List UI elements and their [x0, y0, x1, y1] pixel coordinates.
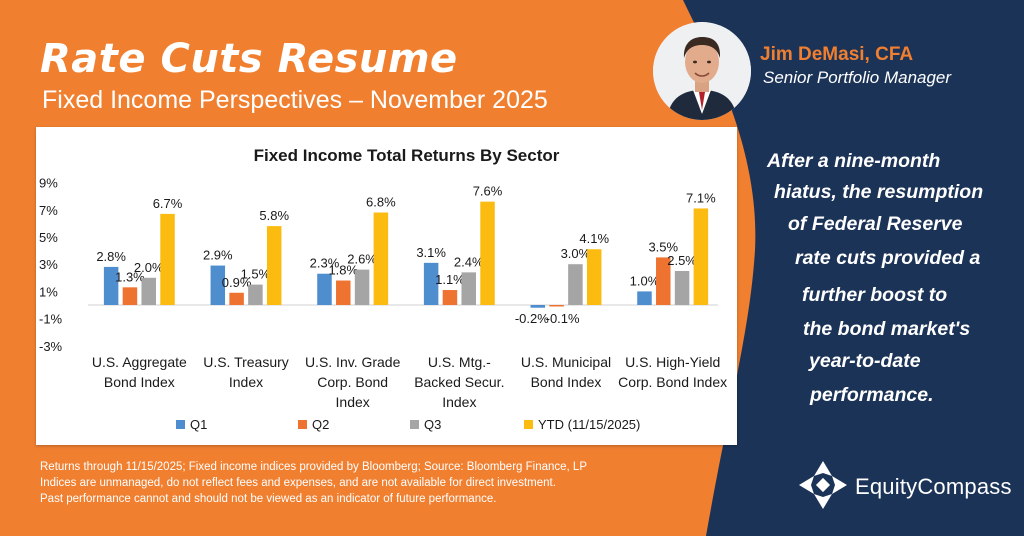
- data-label: 3.0%: [561, 246, 591, 261]
- y-tick-label: 5%: [39, 230, 58, 245]
- bar: [160, 213, 175, 305]
- data-label: 3.1%: [416, 245, 446, 260]
- bar: [103, 266, 119, 305]
- x-tick-label: Bond Index: [531, 374, 602, 390]
- chart-card: Fixed Income Total Returns By Sector 9% 7%…: [36, 127, 737, 445]
- bar: [530, 305, 546, 308]
- bar: [442, 290, 458, 305]
- legend-swatch: [298, 420, 307, 429]
- bar: [354, 269, 370, 305]
- quote-line: hiatus, the resumption: [774, 181, 984, 203]
- data-label: 2.8%: [96, 249, 126, 264]
- y-tick-label: 3%: [39, 257, 58, 272]
- data-label: 1.0%: [630, 273, 660, 288]
- data-label: -0.1%: [546, 311, 580, 326]
- x-tick-label: U.S. Mtg.-: [428, 354, 491, 370]
- footnote: Indices are unmanaged, do not reflect fe…: [40, 477, 556, 489]
- bar: [549, 305, 564, 307]
- data-label: 3.5%: [648, 239, 678, 254]
- data-label: 2.6%: [347, 252, 377, 267]
- quote-line: After a nine-month: [767, 150, 941, 172]
- footnote: Returns through 11/15/2025; Fixed income…: [40, 461, 587, 473]
- quote-line: further boost to: [802, 284, 948, 306]
- bar: [229, 292, 244, 305]
- bar: [336, 280, 351, 305]
- legend-label: Q2: [312, 417, 329, 432]
- bar: [317, 273, 332, 305]
- x-tick-label: U.S. Aggregate: [92, 354, 187, 370]
- x-tick-label: Index: [336, 394, 370, 410]
- legend-swatch: [176, 420, 185, 429]
- bar: [461, 272, 476, 305]
- bar: [266, 226, 282, 305]
- bar: [637, 291, 652, 305]
- data-label: 0.9%: [222, 275, 252, 290]
- data-label: 2.3%: [310, 256, 340, 271]
- page-subtitle: Fixed Income Perspectives – November 202…: [42, 86, 548, 114]
- data-label: 5.8%: [259, 208, 289, 223]
- x-tick-label: U.S. High-Yield: [625, 354, 720, 370]
- x-tick-label: Corp. Bond Index: [618, 374, 727, 390]
- data-label: 1.1%: [435, 272, 465, 287]
- y-tick-label: 1%: [39, 284, 58, 299]
- bar: [122, 287, 138, 305]
- data-label: 4.1%: [579, 231, 609, 246]
- author-name: Jim DeMasi, CFA: [760, 44, 914, 65]
- data-label: 1.5%: [241, 267, 271, 282]
- y-tick-label: 7%: [39, 203, 58, 218]
- logo-text: EquityCompass: [855, 474, 1012, 499]
- compass-logo-icon: [799, 461, 847, 509]
- legend-swatch: [410, 420, 419, 429]
- data-label: 1.8%: [328, 263, 358, 278]
- data-label: 2.9%: [203, 248, 233, 263]
- y-tick-label: -1%: [39, 312, 63, 327]
- legend-label: Q3: [424, 417, 441, 432]
- x-tick-label: Index: [229, 374, 263, 390]
- bar: [586, 249, 602, 305]
- legend-swatch: [524, 420, 533, 429]
- x-tick-label: U.S. Municipal: [521, 354, 611, 370]
- bar: [373, 212, 389, 305]
- bar: [480, 201, 495, 305]
- bar: [674, 271, 690, 305]
- y-tick-label: -3%: [39, 339, 63, 354]
- data-label: 7.1%: [686, 190, 716, 205]
- returns-bar-chart: Fixed Income Total Returns By Sector 9% 7%…: [39, 146, 727, 432]
- data-label: 1.3%: [115, 269, 145, 284]
- quote-line: the bond market's: [803, 318, 971, 340]
- bar: [656, 257, 671, 305]
- legend-label: Q1: [190, 417, 207, 432]
- data-label: 2.5%: [667, 253, 697, 268]
- author-title: Senior Portfolio Manager: [763, 68, 952, 87]
- x-tick-label: U.S. Treasury: [203, 354, 289, 370]
- data-label: 6.7%: [153, 196, 183, 211]
- x-tick-label: U.S. Inv. Grade: [305, 354, 401, 370]
- footnote: Past performance cannot and should not b…: [40, 493, 497, 505]
- data-label: 2.4%: [454, 254, 484, 269]
- page-title: Rate Cuts Resume: [40, 36, 458, 82]
- x-tick-label: Bond Index: [104, 374, 175, 390]
- x-tick-label: Corp. Bond: [317, 374, 388, 390]
- author-portrait-icon: [653, 22, 751, 120]
- data-label: -0.2%: [515, 311, 549, 326]
- data-label: 7.6%: [473, 184, 503, 199]
- bar: [423, 262, 439, 305]
- bar: [693, 208, 709, 305]
- x-tick-label: Index: [442, 394, 476, 410]
- y-tick-label: 9%: [39, 176, 58, 191]
- data-label: 6.8%: [366, 195, 396, 210]
- x-tick-label: Backed Secur.: [414, 374, 504, 390]
- bar: [248, 284, 263, 305]
- bar: [568, 264, 583, 305]
- quote-line: of Federal Reserve: [788, 213, 963, 235]
- data-label: 2.0%: [134, 260, 164, 275]
- quote-line: rate cuts provided a: [795, 247, 981, 269]
- quote-line: year-to-date: [809, 350, 921, 372]
- quote-line: performance.: [810, 384, 934, 406]
- chart-title: Fixed Income Total Returns By Sector: [254, 146, 560, 165]
- bar: [210, 265, 226, 305]
- legend-label: YTD (11/15/2025): [538, 417, 640, 432]
- bar: [141, 277, 156, 305]
- author-avatar: [653, 22, 751, 120]
